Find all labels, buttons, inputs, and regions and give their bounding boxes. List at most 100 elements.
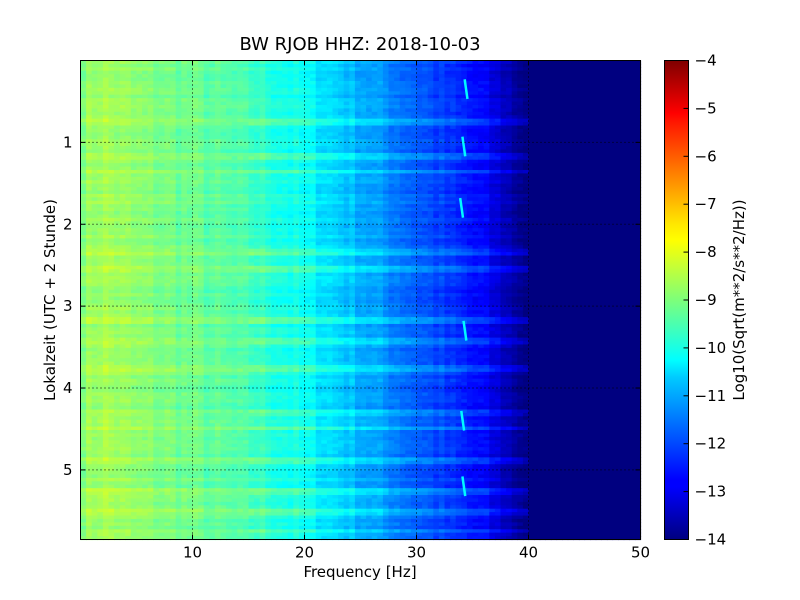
heatmap-cell bbox=[539, 166, 546, 171]
heatmap-cell bbox=[130, 149, 138, 154]
heatmap-cell bbox=[506, 91, 513, 96]
heatmap-cell bbox=[556, 142, 563, 147]
heatmap-cell bbox=[567, 176, 574, 181]
heatmap-cell bbox=[164, 118, 171, 123]
heatmap-cell bbox=[427, 190, 434, 195]
heatmap-cell bbox=[388, 87, 395, 92]
heatmap-cell bbox=[433, 60, 440, 65]
heatmap-cell bbox=[606, 183, 614, 188]
heatmap-cell bbox=[97, 173, 104, 178]
heatmap-cell bbox=[489, 115, 496, 120]
heatmap-cell bbox=[438, 91, 446, 96]
heatmap-cell bbox=[562, 91, 569, 96]
heatmap-cell bbox=[220, 163, 227, 168]
heatmap-cell bbox=[562, 81, 569, 86]
heatmap-cell bbox=[629, 224, 636, 229]
heatmap-cell bbox=[259, 200, 266, 205]
heatmap-cell bbox=[494, 122, 502, 127]
heatmap-cell bbox=[198, 204, 205, 209]
heatmap-cell bbox=[181, 74, 188, 79]
heatmap-cell bbox=[226, 228, 233, 233]
heatmap-cell bbox=[438, 146, 446, 151]
heatmap-cell bbox=[130, 98, 138, 103]
heatmap-cell bbox=[226, 60, 233, 65]
heatmap-cell bbox=[315, 67, 322, 72]
heatmap-cell bbox=[298, 163, 306, 168]
heatmap-cell bbox=[153, 122, 160, 127]
heatmap-cell bbox=[360, 111, 367, 116]
heatmap-cell bbox=[192, 163, 199, 168]
heatmap-cell bbox=[332, 228, 339, 233]
heatmap-cell bbox=[534, 115, 541, 120]
heatmap-cell bbox=[545, 142, 552, 147]
heatmap-cell bbox=[629, 204, 636, 209]
heatmap-cell bbox=[97, 108, 104, 113]
heatmap-cell bbox=[209, 190, 216, 195]
heatmap-cell bbox=[550, 84, 558, 89]
heatmap-cell bbox=[136, 152, 143, 157]
heatmap-cell bbox=[175, 173, 182, 178]
heatmap-cell bbox=[91, 128, 98, 133]
heatmap-cell bbox=[270, 176, 278, 181]
heatmap-cell bbox=[175, 142, 182, 147]
heatmap-cell bbox=[506, 67, 513, 72]
heatmap-cell bbox=[298, 173, 306, 178]
heatmap-cell bbox=[489, 183, 496, 188]
heatmap-cell bbox=[427, 187, 434, 192]
heatmap-cell bbox=[164, 166, 171, 171]
heatmap-cell bbox=[287, 132, 294, 137]
heatmap-cell bbox=[360, 169, 367, 175]
heatmap-cell bbox=[416, 77, 423, 82]
heatmap-cell bbox=[97, 98, 104, 103]
heatmap-cell bbox=[321, 91, 328, 96]
heatmap-cell bbox=[539, 77, 546, 82]
heatmap-cell bbox=[478, 77, 485, 82]
heatmap-cell bbox=[175, 193, 182, 198]
heatmap-cell bbox=[438, 211, 446, 216]
heatmap-cell bbox=[181, 111, 188, 116]
heatmap-cell bbox=[147, 98, 154, 103]
heatmap-cell bbox=[282, 221, 289, 226]
heatmap-cell bbox=[517, 67, 524, 72]
heatmap-cell bbox=[444, 207, 451, 212]
heatmap-cell bbox=[629, 128, 636, 133]
heatmap-cell bbox=[366, 163, 373, 168]
heatmap-cell bbox=[315, 193, 322, 198]
heatmap-cell bbox=[97, 176, 104, 181]
heatmap-cell bbox=[102, 224, 110, 229]
heatmap-cell bbox=[265, 166, 272, 171]
heatmap-cell bbox=[601, 156, 608, 161]
heatmap-cell bbox=[265, 115, 272, 120]
heatmap-cell bbox=[86, 159, 93, 164]
heatmap-cell bbox=[343, 224, 350, 229]
heatmap-cell bbox=[276, 84, 283, 89]
heatmap-cell bbox=[332, 214, 339, 219]
heatmap-cell bbox=[550, 149, 558, 154]
heatmap-cell bbox=[153, 81, 160, 86]
heatmap-cell bbox=[623, 104, 630, 109]
heatmap-cell bbox=[578, 87, 586, 92]
heatmap-cell bbox=[427, 197, 434, 202]
heatmap-cell bbox=[276, 193, 283, 198]
heatmap-cell bbox=[293, 101, 300, 106]
heatmap-cell bbox=[338, 77, 345, 82]
heatmap-cell bbox=[338, 70, 345, 75]
heatmap-cell bbox=[142, 180, 149, 185]
heatmap-cell bbox=[623, 180, 630, 185]
heatmap-cell bbox=[114, 214, 121, 219]
heatmap-cell bbox=[578, 60, 586, 65]
heatmap-cell bbox=[119, 139, 126, 144]
heatmap-cell bbox=[422, 152, 429, 157]
heatmap-cell bbox=[310, 98, 317, 103]
heatmap-cell bbox=[606, 142, 614, 147]
heatmap-cell bbox=[394, 135, 401, 140]
heatmap-cell bbox=[136, 135, 143, 140]
heatmap-cell bbox=[326, 74, 334, 79]
heatmap-cell bbox=[293, 108, 300, 113]
heatmap-cell bbox=[612, 87, 619, 92]
heatmap-cell bbox=[326, 207, 334, 212]
heatmap-cell bbox=[142, 122, 149, 127]
heatmap-cell bbox=[461, 217, 468, 222]
heatmap-cell bbox=[147, 214, 154, 219]
heatmap-cell bbox=[130, 142, 138, 147]
